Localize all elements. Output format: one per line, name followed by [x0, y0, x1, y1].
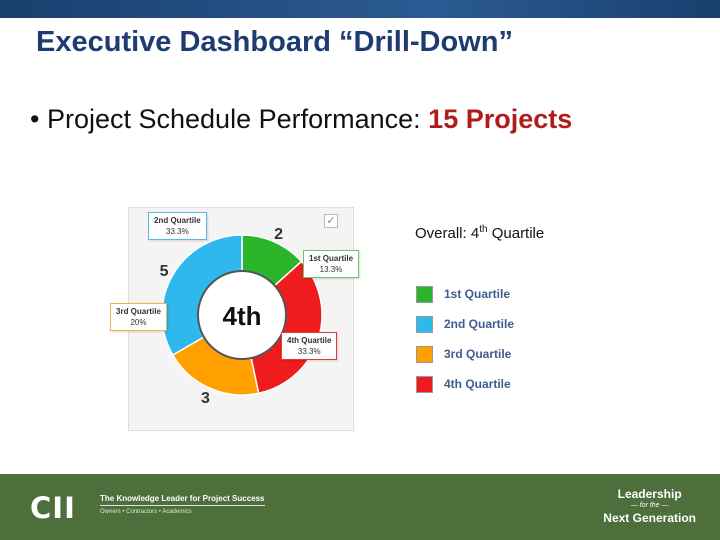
callout-percent: 33.3%: [297, 347, 321, 356]
legend-label: 3rd Quartile: [444, 347, 512, 361]
slice-value-label-1: 2: [274, 226, 283, 243]
callout-percent: 13.3%: [319, 265, 343, 274]
bullet-text: Project Schedule Performance:: [46, 104, 429, 134]
donut-center: [197, 270, 287, 360]
legend-label: 2nd Quartile: [444, 317, 515, 331]
callout-percent: 20%: [130, 318, 147, 327]
leadership-line1: Leadership: [617, 487, 682, 501]
bullet-marker: •: [30, 104, 40, 134]
bullet-line: • Project Schedule Performance: 15 Proje…: [30, 104, 572, 135]
footer-subtag: Owners • Contractors • Academics: [100, 509, 192, 515]
leadership-line2: — for the —: [630, 502, 669, 509]
slice-value-label-4: 5: [160, 263, 169, 280]
callout-2nd-quartile[interactable]: 2nd Quartile 33.3%: [148, 212, 207, 240]
callout-label: 4th Quartile: [287, 336, 332, 345]
legend-swatch: [416, 376, 433, 393]
slice-value-label-3: 3: [201, 390, 210, 407]
overall-quartile: Overall: 4th Quartile: [415, 224, 544, 242]
project-count: 15 Projects: [428, 104, 573, 134]
header-bar: [0, 0, 720, 18]
leadership-line3: Next Generation: [603, 511, 696, 525]
callout-1st-quartile[interactable]: 1st Quartile 13.3%: [303, 250, 360, 278]
overall-prefix: Overall: 4: [415, 225, 480, 242]
callout-percent: 33.3%: [166, 227, 189, 236]
footer-tagline: The Knowledge Leader for Project Success: [100, 494, 265, 506]
legend-swatch: [416, 316, 433, 333]
slide-title: Executive Dashboard “Drill-Down”: [36, 26, 513, 58]
footer-bar: CII The Knowledge Leader for Project Suc…: [0, 474, 720, 540]
legend-swatch: [416, 286, 433, 303]
center-label: 4th: [223, 301, 262, 331]
callout-label: 1st Quartile: [309, 254, 354, 263]
check-icon[interactable]: ✓: [324, 214, 338, 228]
legend-swatch: [416, 346, 433, 363]
overall-suffix: Quartile: [487, 225, 545, 242]
callout-label: 2nd Quartile: [154, 216, 201, 225]
callout-4th-quartile[interactable]: 4th Quartile 33.3%: [281, 332, 338, 360]
cii-logo: CII: [30, 491, 76, 525]
legend-label: 1st Quartile: [444, 287, 511, 301]
callout-label: 3rd Quartile: [116, 307, 161, 316]
legend-label: 4th Quartile: [444, 377, 511, 391]
callout-3rd-quartile[interactable]: 3rd Quartile 20%: [110, 303, 167, 331]
leadership-logo: Leadership — for the — Next Generation: [603, 487, 696, 525]
overall-sup: th: [479, 224, 488, 235]
